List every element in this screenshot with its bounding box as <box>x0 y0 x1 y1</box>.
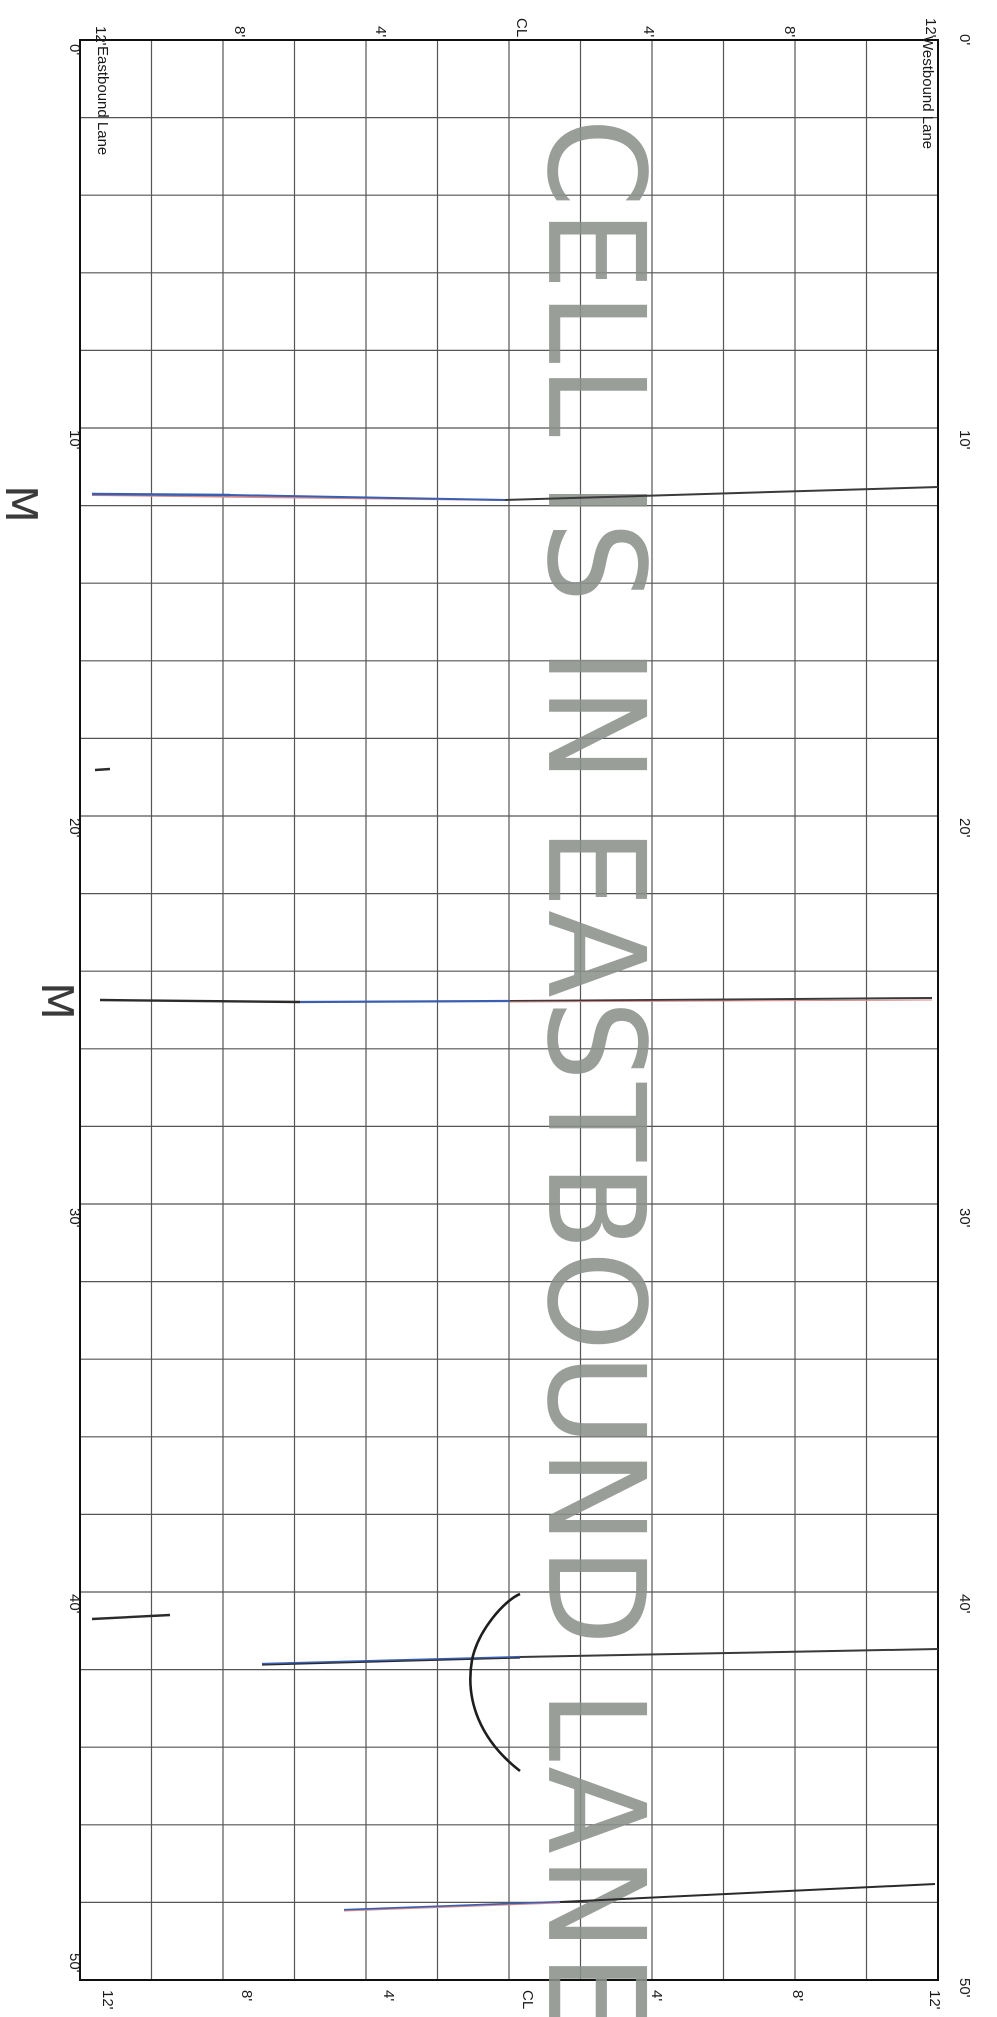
bottom-scale-12-right: 12' <box>926 1990 943 2010</box>
bottom-scale-12-left: 12' <box>99 1990 116 2010</box>
right-length-0: 0' <box>956 34 973 45</box>
right-length-50: 50' <box>956 1978 973 1998</box>
top-scale-12-left: 12' <box>92 26 109 46</box>
right-length-10: 10' <box>956 430 973 450</box>
left-length-30: 30' <box>66 1208 83 1228</box>
sheet-frame <box>79 39 939 1981</box>
curved-crack <box>469 1592 521 1773</box>
top-scale-8-left: 8' <box>231 26 248 37</box>
top-scale: 12' 8' 4' CL 4' 8' 12' <box>92 18 939 46</box>
bottom-scale-4-left: 4' <box>380 1990 397 2001</box>
crack-stub-line <box>91 1613 171 1621</box>
crack-line-1 <box>91 486 939 501</box>
bottom-scale-8-left: 8' <box>238 1990 255 2001</box>
top-scale-centerline: CL <box>513 18 530 37</box>
handwritten-mark-1: M <box>0 485 46 523</box>
left-length-0: 0' <box>66 44 83 55</box>
right-length-40: 40' <box>956 1594 973 1614</box>
crack-line-2 <box>99 997 933 1004</box>
left-length-50: 50' <box>66 1953 83 1973</box>
left-length-20: 20' <box>66 818 83 838</box>
grid <box>80 40 938 1980</box>
left-length-10: 10' <box>66 430 83 450</box>
bottom-scale-centerline: CL <box>519 1990 536 2009</box>
top-scale-4-right: 4' <box>640 26 657 37</box>
bottom-scale: 12' 8' 4' CL 4' 8' 12' <box>99 1990 943 2010</box>
watermark-text: CELL IS IN EASTBOUND LANE <box>517 118 674 2017</box>
right-length-marks: 0' 10' 20' 30' 40' 50' <box>956 34 973 1998</box>
westbound-lane-label: Westbound Lane <box>919 36 936 149</box>
bottom-scale-4-right: 4' <box>648 1990 665 2001</box>
left-length-40: 40' <box>66 1594 83 1614</box>
crack-line-4 <box>343 1883 936 1912</box>
crack-annotations <box>91 486 939 1912</box>
top-scale-8-right: 8' <box>781 26 798 37</box>
eastbound-lane-label: Eastbound Lane <box>94 46 111 155</box>
top-scale-4-left: 4' <box>372 26 389 37</box>
handwritten-mark-2: M <box>31 982 82 1020</box>
right-length-20: 20' <box>956 818 973 838</box>
crack-line-3 <box>261 1648 939 1666</box>
right-length-30: 30' <box>956 1208 973 1228</box>
left-length-marks: 0' 10' 20' 30' 40' 50' <box>66 44 83 1973</box>
bottom-scale-8-right: 8' <box>789 1990 806 2001</box>
crack-tick-mark <box>94 767 111 772</box>
top-scale-12-right: 12' <box>922 18 939 38</box>
